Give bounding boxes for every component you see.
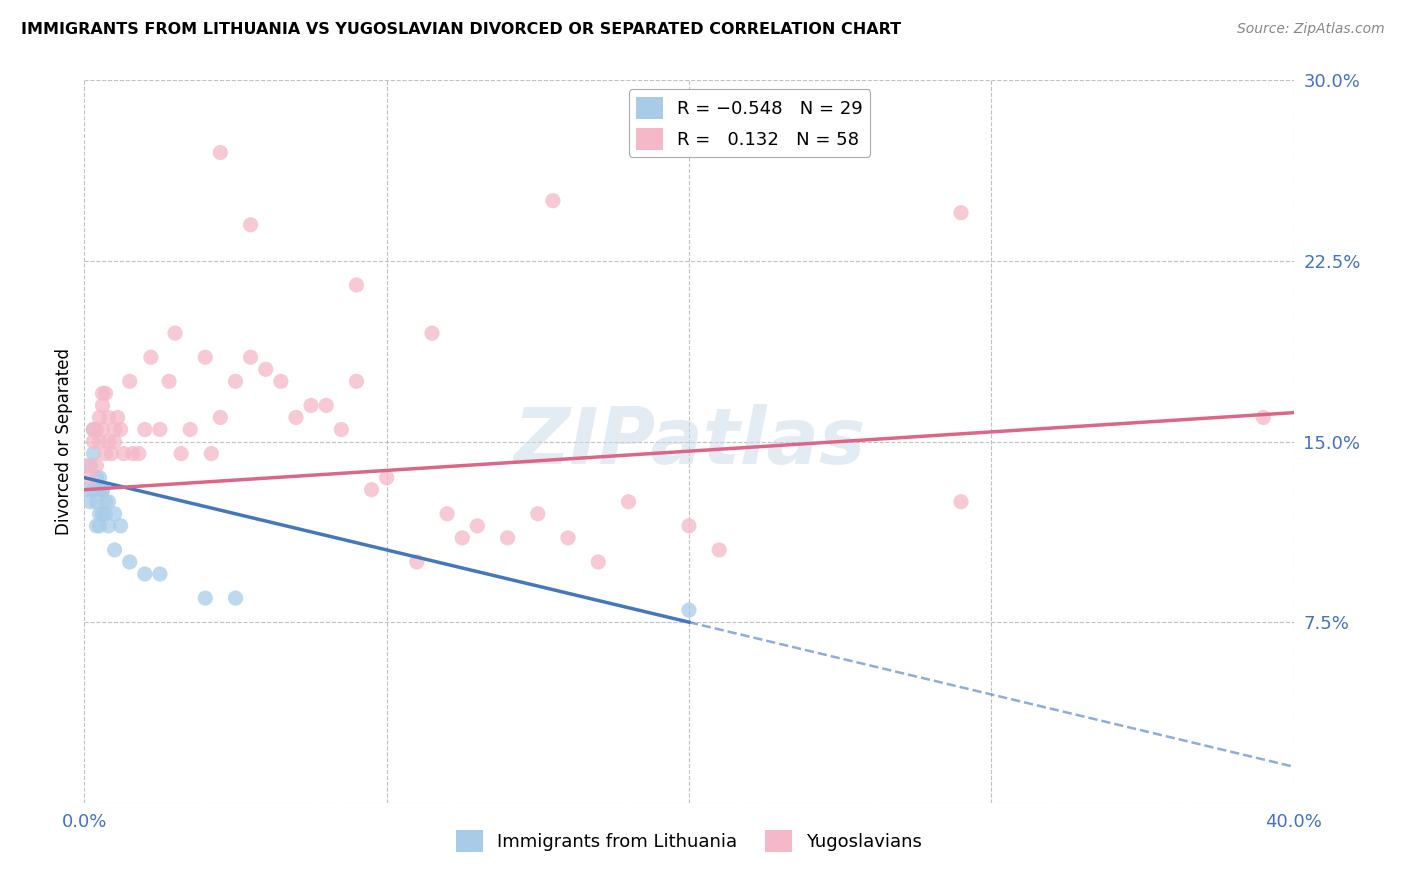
Point [110,422,132,436]
Point [451,531,474,545]
Point [194,350,217,364]
Point [496,531,519,545]
Point [104,507,127,521]
Point [165,326,187,340]
Point [94,494,117,508]
Point [91,422,114,436]
Point [91,386,114,401]
Point [200,446,222,460]
Point [157,374,180,388]
Point [76,483,98,497]
Point [139,350,162,364]
Point [285,410,308,425]
Point [89,507,111,521]
Point [86,458,108,473]
Point [104,422,127,436]
Point [110,518,132,533]
Point [467,518,489,533]
Point [91,483,114,497]
Point [112,446,135,460]
Point [100,446,122,460]
Point [1253,410,1275,425]
Point [134,422,156,436]
Y-axis label: Divorced or Separated: Divorced or Separated [55,348,73,535]
Point [82,446,104,460]
Point [94,386,117,401]
Point [588,555,610,569]
Point [121,446,143,460]
Point [104,542,127,557]
Point [82,422,104,436]
Point [86,518,108,533]
Point [118,555,141,569]
Point [82,434,104,449]
Point [225,591,247,605]
Point [709,542,731,557]
Point [89,470,111,484]
Point [678,518,700,533]
Point [76,458,98,473]
Point [86,470,108,484]
Point [225,374,247,388]
Point [107,410,129,425]
Point [91,483,114,497]
Point [194,591,217,605]
Point [239,350,262,364]
Point [330,422,353,436]
Point [557,531,579,545]
Point [97,494,120,508]
Point [91,398,114,412]
Point [97,518,120,533]
Point [89,410,111,425]
Point [346,374,368,388]
Point [360,483,382,497]
Point [79,458,101,473]
Point [86,422,108,436]
Point [79,470,101,484]
Point [89,483,111,497]
Point [406,555,429,569]
Point [315,398,337,412]
Point [299,398,322,412]
Point [950,494,973,508]
Point [89,518,111,533]
Point [97,434,120,449]
Point [209,410,232,425]
Point [170,446,193,460]
Point [118,374,141,388]
Point [346,277,368,292]
Point [209,145,232,160]
Point [97,410,120,425]
Point [91,507,114,521]
Point [79,494,101,508]
Point [239,218,262,232]
Point [89,434,111,449]
Point [617,494,640,508]
Point [375,470,398,484]
Text: ZIPatlas: ZIPatlas [513,403,865,480]
Point [270,374,292,388]
Point [254,362,277,376]
Point [82,483,104,497]
Point [678,603,700,617]
Point [82,422,104,436]
Point [950,205,973,219]
Text: Source: ZipAtlas.com: Source: ZipAtlas.com [1237,22,1385,37]
Point [527,507,550,521]
Point [128,446,150,460]
Point [436,507,458,521]
Point [149,422,172,436]
Text: IMMIGRANTS FROM LITHUANIA VS YUGOSLAVIAN DIVORCED OR SEPARATED CORRELATION CHART: IMMIGRANTS FROM LITHUANIA VS YUGOSLAVIAN… [21,22,901,37]
Point [86,494,108,508]
Point [104,434,127,449]
Legend: Immigrants from Lithuania, Yugoslavians: Immigrants from Lithuania, Yugoslavians [449,822,929,859]
Point [541,194,564,208]
Point [149,567,172,582]
Point [134,567,156,582]
Point [94,446,117,460]
Point [179,422,201,436]
Point [420,326,443,340]
Point [94,507,117,521]
